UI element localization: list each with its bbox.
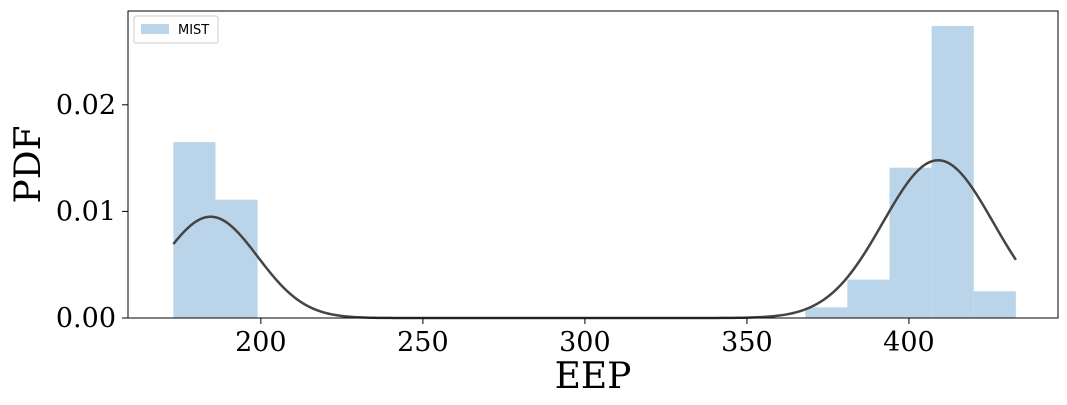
histogram-bar-1 xyxy=(215,199,258,318)
y-tick-label-2: 0.02 xyxy=(56,90,116,121)
histogram-bar-0 xyxy=(173,142,216,318)
y-tick-label-0: 0.00 xyxy=(56,303,116,334)
x-axis-label: EEP xyxy=(555,356,632,397)
plot-frame xyxy=(127,10,1059,319)
histogram-bars xyxy=(173,25,1016,318)
histogram-bar-3 xyxy=(847,279,890,318)
x-tick-label-3: 350 xyxy=(721,327,773,358)
x-tick-label-4: 400 xyxy=(883,327,935,358)
legend-swatch-mist xyxy=(141,24,169,34)
y-axis-label: PDF xyxy=(8,125,49,203)
histogram-bar-4 xyxy=(889,167,932,318)
legend-label-mist: MIST xyxy=(178,23,209,38)
y-tick-label-1: 0.01 xyxy=(56,196,116,227)
x-tick-label-0: 200 xyxy=(235,327,287,358)
histogram-bar-5 xyxy=(931,25,974,318)
legend: MIST xyxy=(133,15,219,44)
axis-ticks: 200 250 300 350 400 0.00 0.01 0.02 xyxy=(56,90,935,358)
histogram-bar-2 xyxy=(805,307,848,318)
histogram-bar-6 xyxy=(973,291,1016,318)
legend-box xyxy=(133,15,219,44)
x-tick-label-2: 300 xyxy=(559,327,611,358)
x-tick-label-1: 250 xyxy=(397,327,449,358)
